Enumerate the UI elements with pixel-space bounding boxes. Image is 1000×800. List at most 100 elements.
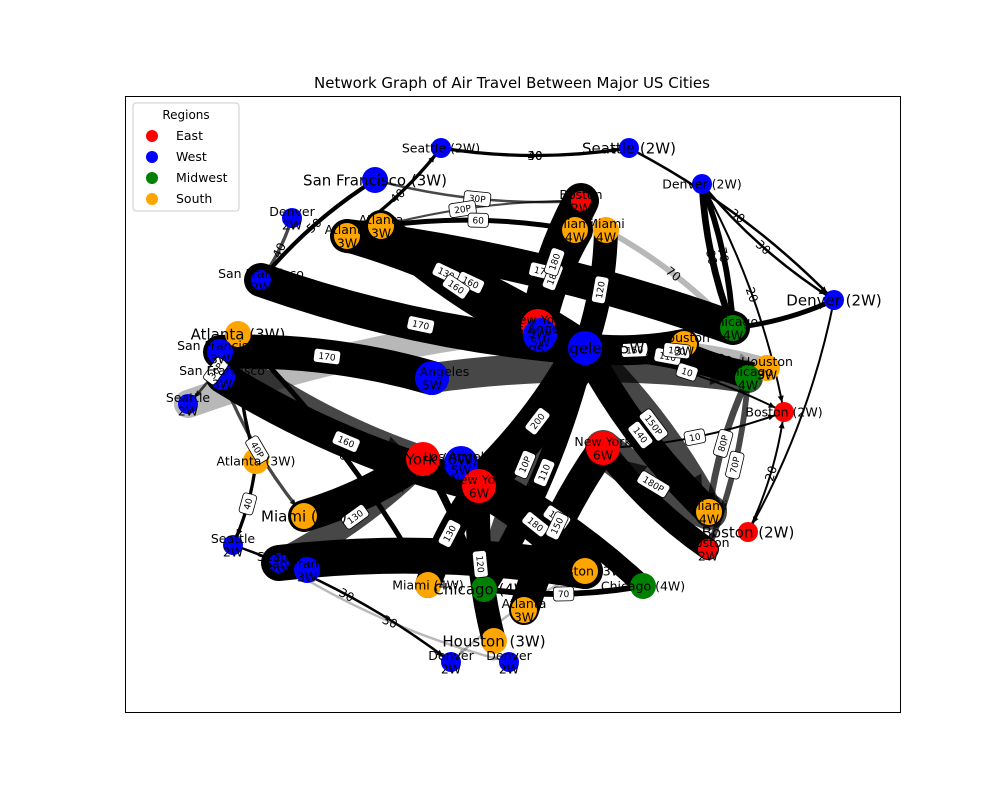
- city-node-label: Boston (2W): [702, 523, 795, 541]
- city-node: [415, 361, 449, 395]
- edge-label-box: [441, 274, 471, 300]
- city-node-label: Chicago (4W): [433, 580, 534, 598]
- edge-label-box: [513, 450, 536, 479]
- edge: [439, 146, 631, 157]
- edge-arrowhead: [723, 308, 730, 316]
- edge: [419, 455, 498, 645]
- city-node: [593, 217, 619, 243]
- edge-label: 180: [421, 549, 444, 564]
- city-node: [334, 223, 360, 249]
- edge-line: [627, 146, 836, 302]
- edge: [700, 182, 836, 302]
- edge-line: [439, 146, 631, 157]
- edge-label-text: 20P: [454, 204, 473, 216]
- edge-label-text: 80P: [717, 434, 731, 454]
- edge-label-text: 70: [715, 246, 732, 264]
- legend-marker-south: [146, 193, 158, 205]
- city-node: [471, 576, 497, 602]
- city-node-label: Seattle (2W): [402, 140, 480, 155]
- edge-label: 10P: [513, 450, 536, 479]
- edge-arrowhead: [680, 525, 700, 544]
- edge-line: [701, 183, 785, 413]
- city-node: [282, 208, 302, 228]
- legend-label-south: South: [176, 191, 212, 206]
- edge-label-box: [331, 430, 361, 453]
- edge-arrowhead: [587, 310, 606, 332]
- city-node: [696, 499, 722, 525]
- edge-label-text: 40: [270, 240, 289, 260]
- legend-label-east: East: [176, 128, 203, 143]
- edge-arrowhead: [616, 458, 648, 489]
- city-node-label: Miami 4W: [556, 216, 594, 244]
- legend-marker-midwest: [146, 172, 158, 184]
- edge-label: 10: [675, 362, 699, 382]
- city-node: [698, 539, 718, 559]
- edge-label-text: 10: [680, 367, 694, 380]
- city-node: [406, 442, 440, 476]
- edge-label-box: [683, 428, 707, 446]
- city-node-label: Houston (3W): [442, 632, 545, 650]
- edge-label-box: [437, 519, 462, 548]
- city-node: [362, 167, 388, 193]
- legend-label-midwest: Midwest: [176, 170, 228, 185]
- edge-arrowhead: [428, 155, 435, 163]
- edge-label-box: [552, 586, 575, 602]
- edge-label-box: [545, 511, 569, 541]
- edge-label: 130: [437, 519, 462, 548]
- edge-label-box: [543, 247, 566, 277]
- edge-label: 100: [662, 342, 691, 360]
- edge-label: 150: [545, 511, 569, 541]
- edge-label: 40: [238, 492, 258, 516]
- city-node: [630, 573, 656, 599]
- city-node: [207, 339, 233, 365]
- city-node: [462, 469, 496, 503]
- city-node: [568, 331, 602, 365]
- city-node-label: Boston 2W: [686, 535, 729, 563]
- edge: [207, 339, 436, 472]
- city-node: [269, 553, 289, 573]
- edge-label-text: 40: [243, 497, 256, 511]
- edge-arrowhead: [496, 588, 504, 595]
- edge-line: [700, 182, 836, 302]
- edge: [699, 181, 736, 331]
- city-node: [720, 315, 746, 341]
- edge-label: 170: [406, 315, 436, 335]
- edge-label-text: 90: [715, 351, 734, 369]
- city-node: [824, 290, 844, 310]
- edge-arrowhead: [194, 390, 202, 397]
- city-node: [291, 503, 317, 529]
- edge: [231, 543, 453, 664]
- edge-label-box: [245, 435, 270, 465]
- city-node-label: San Francisco (3W): [303, 171, 447, 189]
- edge-label-text: 120: [473, 555, 485, 573]
- edge-arrowhead: [818, 288, 826, 295]
- city-node-label: New York 6W: [574, 434, 632, 462]
- edge-label: 170: [312, 347, 342, 366]
- edge-label: 30: [337, 585, 357, 605]
- city-node: [251, 270, 271, 290]
- city-node-label: Boston (2W): [745, 404, 822, 419]
- edge-label: 20P: [448, 200, 477, 218]
- edge: [701, 183, 785, 413]
- city-node-label: Los Angeles 5W: [395, 364, 470, 392]
- city-node: [368, 213, 394, 239]
- edge-label-box: [591, 275, 610, 305]
- edge-label: 80P: [712, 428, 734, 458]
- city-node: [444, 446, 478, 480]
- city-node-label: Los Angeles 5W: [503, 321, 578, 349]
- city-node-label: New York 6W: [450, 472, 508, 500]
- edge-label-box: [406, 315, 436, 335]
- edge-label-box: [675, 362, 699, 382]
- nodes-layer: [178, 138, 844, 672]
- city-node: [619, 138, 639, 158]
- edge-label: 40: [270, 240, 289, 260]
- city-node: [738, 522, 758, 542]
- edge-line: [747, 299, 835, 533]
- legend-item-east: East: [146, 128, 203, 143]
- city-node: [735, 365, 761, 391]
- city-node: [586, 431, 620, 465]
- legend-box: [132, 102, 240, 212]
- edge: [174, 312, 552, 418]
- edge-arrowhead: [711, 532, 717, 540]
